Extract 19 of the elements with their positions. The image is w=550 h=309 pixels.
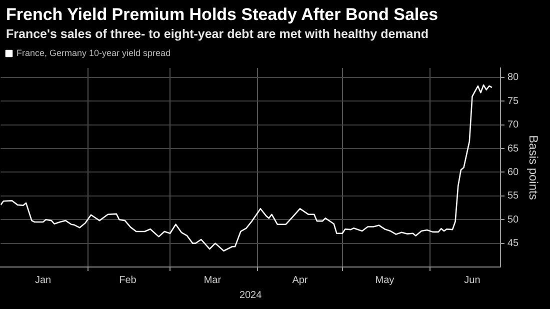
x-tick-label: Mar [204, 274, 222, 286]
y-tick-label: 50 [507, 214, 520, 226]
y-tick-label: 55 [507, 190, 520, 202]
chart-title: French Yield Premium Holds Steady After Bond Sales [6, 4, 440, 26]
y-tick-label: 45 [507, 238, 520, 250]
y-tick-label: 65 [507, 143, 520, 154]
legend-label: France, Germany 10-year yield spread [16, 48, 171, 58]
y-tick-label: 60 [507, 166, 520, 178]
x-tick-label: May [375, 274, 394, 286]
x-tick-label: Apr [292, 274, 308, 286]
x-tick-label: Feb [119, 274, 137, 286]
x-tick-label: Jan [34, 274, 52, 286]
y-tick-label: 80 [507, 72, 520, 84]
x-axis-title: 2024 [239, 290, 262, 301]
x-tick-label: Jun [464, 274, 480, 286]
y-axis-title: Basis points [526, 135, 540, 200]
chart-subtitle: France's sales of three- to eight-year debt are met with healthy demand [6, 26, 430, 43]
y-tick-label: 70 [507, 120, 520, 131]
y-tick-label: 75 [507, 96, 520, 107]
